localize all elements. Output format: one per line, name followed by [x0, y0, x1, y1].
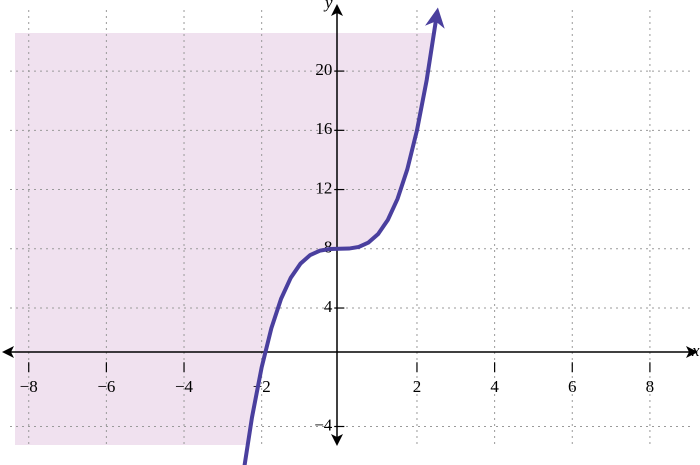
x-tick-label: −4: [175, 377, 194, 396]
x-tick-label: −6: [97, 377, 115, 396]
y-tick-label: 16: [315, 119, 332, 138]
x-tick-label: 2: [413, 377, 422, 396]
y-tick-label: 4: [324, 297, 333, 316]
y-tick-label: 12: [315, 178, 332, 197]
shaded-region: [15, 33, 434, 445]
x-axis-arrow: [686, 346, 698, 358]
y-axis-label: y: [323, 0, 333, 12]
x-axis-label: x: [691, 341, 700, 360]
y-tick-label: 20: [315, 60, 332, 79]
x-tick-label: 8: [646, 377, 655, 396]
x-axis-arrow: [2, 346, 14, 358]
y-tick-label: −4: [314, 415, 333, 434]
x-tick-label: 6: [568, 377, 577, 396]
x-tick-label: 4: [490, 377, 499, 396]
curve: [233, 7, 445, 465]
x-tick-label: −8: [20, 377, 38, 396]
